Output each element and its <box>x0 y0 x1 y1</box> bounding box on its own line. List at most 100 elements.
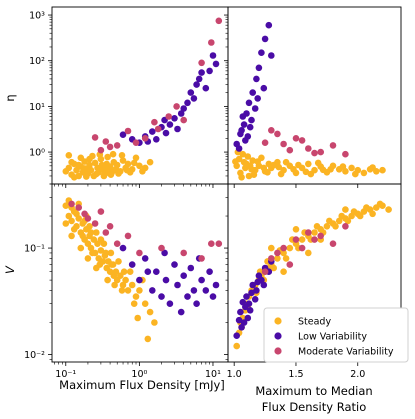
legend-label-low: Low Variability <box>298 332 367 343</box>
point-moderate <box>151 118 158 126</box>
panel-top-left: 10⁰ 10¹ 10² 10³ <box>29 6 229 188</box>
y-tick-label: 10² <box>29 56 45 67</box>
point-steady <box>86 223 93 230</box>
point-low <box>136 276 143 284</box>
y-axis-label-top: η <box>3 94 17 101</box>
point-steady <box>313 223 321 230</box>
point-low <box>144 268 152 276</box>
point-moderate <box>91 220 99 227</box>
point-low <box>254 95 261 102</box>
series-moderate <box>91 17 223 154</box>
point-low <box>245 99 253 107</box>
point-steady <box>270 161 278 169</box>
point-steady <box>109 261 117 268</box>
point-low <box>244 133 252 140</box>
point-moderate <box>311 236 318 243</box>
point-steady <box>113 161 121 169</box>
panel-bottom-left: 10⁻¹ 10⁰ 10¹ 10⁻² 10⁻¹ <box>24 183 229 380</box>
point-steady <box>104 153 111 161</box>
point-moderate <box>208 39 215 46</box>
point-steady <box>104 276 111 284</box>
point-moderate <box>274 249 281 257</box>
point-low <box>238 127 245 134</box>
series-moderate <box>261 223 349 276</box>
point-steady <box>62 220 70 227</box>
point-low <box>158 293 165 300</box>
point-moderate <box>311 149 318 157</box>
point-moderate <box>75 204 82 211</box>
point-low <box>235 145 243 152</box>
point-low <box>202 84 210 92</box>
point-steady <box>93 229 100 236</box>
point-steady <box>233 342 240 350</box>
point-moderate <box>305 229 312 236</box>
point-steady <box>132 154 140 162</box>
point-steady <box>73 210 80 218</box>
legend-marker-steady <box>274 317 282 325</box>
point-steady <box>350 208 358 215</box>
point-moderate <box>124 127 132 135</box>
point-moderate <box>113 240 121 247</box>
point-steady <box>100 172 108 180</box>
point-low <box>161 249 168 257</box>
point-steady <box>65 212 73 220</box>
point-low <box>153 136 160 143</box>
point-steady <box>107 171 115 178</box>
point-steady <box>332 223 339 230</box>
point-moderate <box>141 135 149 142</box>
point-steady <box>268 244 275 252</box>
point-steady <box>270 264 278 272</box>
point-steady <box>77 244 85 252</box>
point-steady <box>119 281 127 289</box>
legend: Steady Low Variability Moderate Variabil… <box>263 307 409 363</box>
point-steady <box>274 255 281 262</box>
point-moderate <box>286 261 294 268</box>
point-steady <box>65 164 73 172</box>
series-steady <box>62 150 154 181</box>
legend-marker-low <box>274 332 282 340</box>
point-low <box>251 105 259 112</box>
point-steady <box>305 249 312 257</box>
point-steady <box>62 202 70 209</box>
point-low <box>177 308 185 316</box>
point-low <box>166 300 174 308</box>
point-steady <box>86 155 93 163</box>
point-low <box>212 60 220 68</box>
point-moderate <box>342 150 349 158</box>
point-low <box>187 89 195 96</box>
point-moderate <box>305 145 312 152</box>
point-steady <box>77 154 85 162</box>
point-steady <box>151 319 158 326</box>
point-steady <box>119 157 127 164</box>
point-moderate <box>261 139 269 146</box>
point-steady <box>264 169 271 176</box>
point-steady <box>250 171 258 178</box>
point-low <box>265 21 273 29</box>
x-tick-label: 2.0 <box>350 369 365 380</box>
point-steady <box>290 166 297 173</box>
point-steady <box>244 153 252 160</box>
point-steady <box>118 152 126 159</box>
point-moderate <box>317 232 325 240</box>
x-axis-label-right-line1: Maximum to Median <box>255 384 372 398</box>
point-moderate <box>173 103 180 110</box>
point-steady <box>254 158 261 165</box>
point-steady <box>326 217 333 225</box>
point-low <box>119 244 127 252</box>
point-moderate <box>268 127 275 134</box>
point-steady <box>376 200 384 208</box>
point-low <box>249 89 256 96</box>
point-moderate <box>81 210 88 218</box>
point-low <box>166 121 174 128</box>
point-steady <box>369 164 376 171</box>
point-low <box>187 264 195 272</box>
point-low <box>149 287 156 294</box>
point-low <box>248 116 255 124</box>
y-tick-label: 10⁻² <box>24 350 45 361</box>
point-moderate <box>165 113 172 120</box>
point-steady <box>238 174 245 181</box>
point-steady <box>70 226 78 233</box>
x-tick-label: 10⁻¹ <box>55 369 76 380</box>
point-low <box>235 316 243 324</box>
